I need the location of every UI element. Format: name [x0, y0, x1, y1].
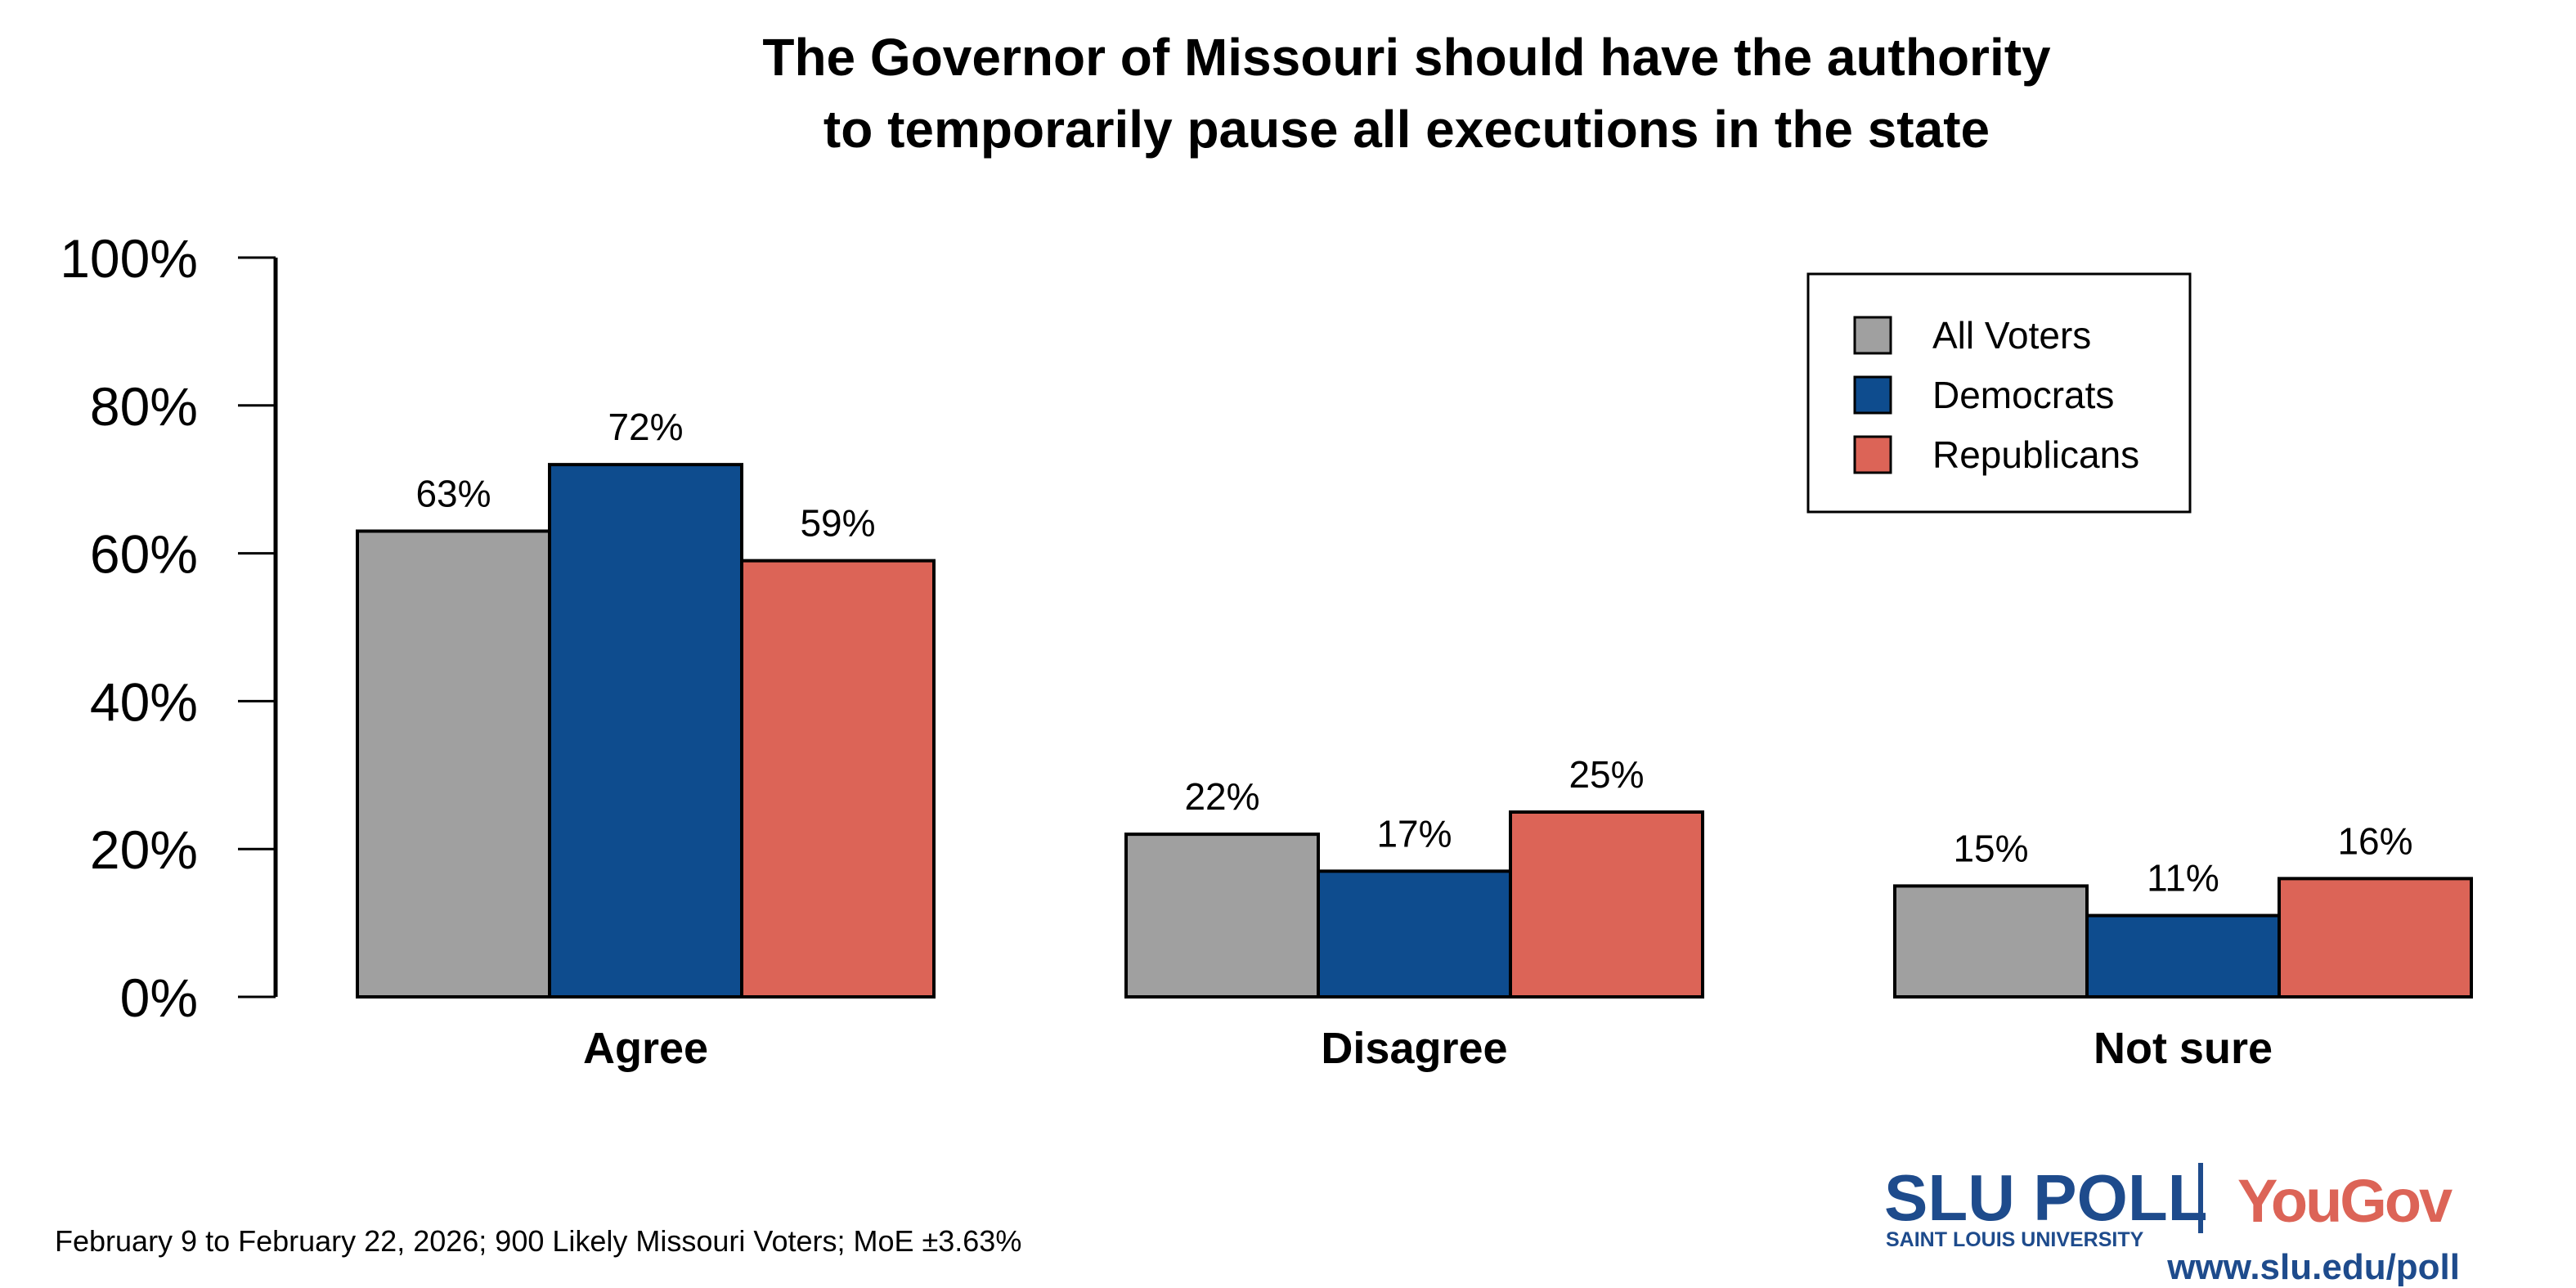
bar-not-sure-all-voters — [1893, 884, 2089, 999]
data-label: 16% — [2337, 819, 2412, 862]
legend-swatch — [1853, 435, 1892, 474]
y-tick-label: 20% — [90, 819, 198, 880]
slu-subtitle: SAINT LOUIS UNIVERSITY — [1886, 1228, 2144, 1251]
bar-agree-democrats — [548, 463, 743, 999]
y-tick-label: 60% — [90, 524, 198, 585]
bars: 63% 72% 59% Agree 22% 17% 25% Disagree 15% 11% 16%… — [356, 406, 2473, 1073]
legend-label: All Voters — [1932, 314, 2091, 357]
bar-not-sure-republicans — [2278, 877, 2473, 999]
y-axis: 0% 20% 40% 60% 80% 100% — [60, 228, 278, 1028]
legend-swatch — [1853, 316, 1892, 355]
data-label: 11% — [2147, 857, 2219, 900]
bar-disagree-republicans — [1509, 810, 1704, 999]
slu-poll-logo-text: SLU POLL — [1884, 1161, 2208, 1234]
data-label: 15% — [1953, 827, 2028, 869]
legend: All Voters Democrats Republicans — [1806, 272, 2192, 514]
x-category-label: Disagree — [1321, 1024, 1507, 1073]
yougov-logo-text: YouGov — [2237, 1167, 2453, 1235]
x-category-label: Agree — [583, 1024, 708, 1073]
y-tick-label: 100% — [60, 228, 198, 289]
footnote: February 9 to February 22, 2026; 900 Lik… — [55, 1224, 1021, 1258]
data-label: 59% — [800, 502, 875, 545]
data-label: 25% — [1568, 753, 1644, 796]
data-label: 17% — [1376, 812, 1452, 855]
legend-label: Democrats — [1932, 374, 2114, 416]
bar-disagree-democrats — [1317, 869, 1512, 999]
bar-not-sure-democrats — [2085, 913, 2281, 999]
data-label: 72% — [608, 406, 683, 448]
slu-url[interactable]: www.slu.edu/poll — [2166, 1247, 2460, 1287]
data-label: 22% — [1184, 775, 1259, 818]
chart-title-line-1: The Governor of Missouri should have the… — [762, 28, 2051, 87]
y-tick-label: 80% — [90, 376, 198, 437]
x-category-label: Not sure — [2094, 1024, 2273, 1073]
logo-divider — [2198, 1163, 2203, 1233]
chart-title-line-2: to temporarily pause all executions in t… — [824, 100, 1990, 159]
data-label: 63% — [415, 472, 491, 514]
legend-label: Republicans — [1932, 433, 2139, 476]
bar-agree-all-voters — [356, 529, 551, 999]
y-tick-label: 40% — [90, 671, 198, 732]
bar-disagree-all-voters — [1124, 832, 1320, 999]
y-tick-label: 0% — [120, 967, 198, 1028]
slu-yougov-logo: SLU POLL SAINT LOUIS UNIVERSITY YouGov w… — [1884, 1161, 2460, 1287]
bar-agree-republicans — [740, 559, 936, 999]
legend-swatch — [1853, 375, 1892, 415]
